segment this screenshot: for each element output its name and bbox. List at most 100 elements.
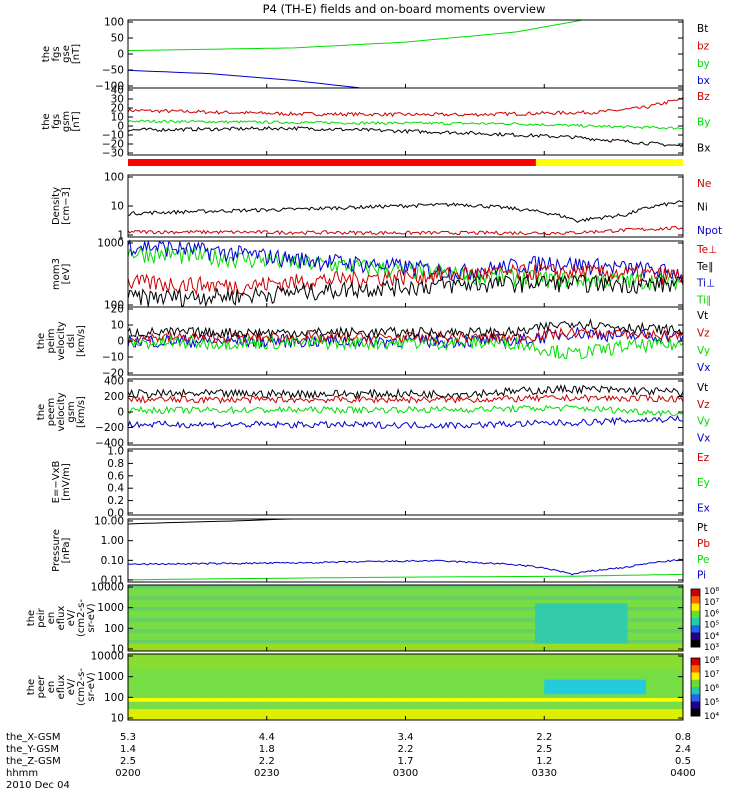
heatmap-cell [340,676,351,681]
heatmap-cell [155,676,166,681]
heatmap-cell [174,716,184,721]
heatmap-cell [636,621,647,626]
heatmap-cell [285,599,295,604]
heatmap-cell [174,618,184,623]
ephemeris-value-t: 0400 [670,768,695,779]
heatmap-cell [387,632,397,637]
heatmap-cell [618,705,628,710]
heatmap-cell [202,625,212,630]
heatmap-cell [229,661,240,666]
heatmap-cell [174,657,184,662]
heatmap-cell [581,716,591,721]
heatmap-cell [239,632,249,637]
heatmap-cell [257,643,268,648]
heatmap-cell [405,668,416,673]
heatmap-cell [396,654,406,659]
heatmap-cell [535,592,545,597]
heatmap-cell [276,716,286,721]
heatmap-cell [525,592,536,597]
y-axis-label: thepeerenefluxeV/(cm2-s-sr-eV) [26,668,97,706]
heatmap-cell [572,701,582,706]
heatmap-cell [599,614,610,619]
heatmap-cell [350,607,360,612]
heatmap-cell [387,599,397,604]
heatmap-cell [655,661,665,666]
heatmap-cell [553,705,564,710]
heatmap-cell [627,585,638,590]
heatmap-cell [507,629,517,634]
heatmap-cell [331,640,342,645]
colorbar-swatch [691,596,700,604]
heatmap-cell [507,690,517,695]
heatmap-cell [257,657,268,662]
heatmap-cell [368,690,379,695]
heatmap-cell [396,661,406,666]
heatmap-cell [488,618,499,623]
heatmap-cell [507,599,517,604]
y-tick-label: 1 [117,230,124,242]
heatmap-cell [488,694,499,699]
heatmap-cell [535,596,545,601]
heatmap-cell [405,679,416,684]
heatmap-cell [322,654,332,659]
heatmap-cell [609,603,619,608]
series-Vy [127,404,684,418]
heatmap-cell [294,694,305,699]
heatmap-cell [405,640,416,645]
heatmap-cell [322,588,332,593]
heatmap-cell [525,668,536,673]
heatmap-cell [359,610,369,615]
heatmap-cell [377,690,388,695]
heatmap-cell [387,712,397,717]
heatmap-cell [581,683,591,688]
heatmap-cell [368,676,379,681]
heatmap-cell [165,665,175,670]
heatmap-cell [137,687,147,692]
heatmap-cell [572,643,582,648]
heatmap-cell [609,687,619,692]
heatmap-cell [442,712,453,717]
heatmap-cell [313,621,323,626]
heatmap-cell [211,654,221,659]
heatmap-cell [553,588,564,593]
heatmap-cell [609,712,619,717]
heatmap-cell [414,672,425,677]
heatmap-cell [664,625,675,630]
heatmap-cell [609,629,619,634]
heatmap-cell [155,632,166,637]
heatmap-cell [535,625,545,630]
heatmap-cell [377,629,388,634]
heatmap-cell [377,657,388,662]
heatmap-cell [155,614,166,619]
heatmap-cell [211,698,221,703]
legend-bz: bz [697,40,710,52]
heatmap-cell [424,661,434,666]
heatmap-cell [525,701,536,706]
heatmap-cell [599,629,610,634]
heatmap-cell [396,647,406,652]
heatmap-cell [572,676,582,681]
heatmap-cell [442,640,453,645]
heatmap-cell [155,585,166,590]
heatmap-cell [618,603,628,608]
heatmap-cell [572,629,582,634]
ephemeris-label-hhmm: hhmm [6,768,38,779]
heatmap-cell [498,672,508,677]
heatmap-cell [627,705,638,710]
heatmap-cell [535,618,545,623]
heatmap-cell [239,705,249,710]
heatmap-cell [618,683,628,688]
heatmap-cell [405,687,416,692]
heatmap-cell [285,679,295,684]
y-tick-label: −20 [102,139,124,151]
ephemeris-value-x: 4.4 [259,732,275,743]
heatmap-cell [442,596,453,601]
heatmap-cell [340,683,351,688]
heatmap-cell [562,665,573,670]
y-axis-label-line: eflux [56,606,67,631]
y-tick-label: −50 [102,65,124,77]
heatmap-cell [303,665,314,670]
heatmap-cell [387,618,397,623]
heatmap-cell [581,599,591,604]
